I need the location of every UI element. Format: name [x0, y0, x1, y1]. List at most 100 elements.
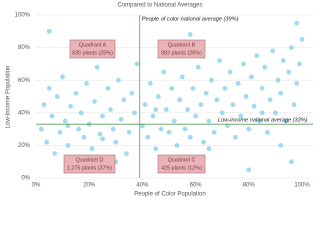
y-tick-label: 20% [18, 143, 31, 149]
quadrant-title: Quadrant B [168, 42, 196, 48]
point [132, 110, 137, 116]
point [174, 143, 180, 148]
point [257, 118, 262, 124]
point [62, 118, 68, 124]
point [134, 61, 140, 67]
point [203, 90, 209, 96]
point [60, 74, 65, 80]
point [108, 107, 113, 112]
point [217, 58, 222, 64]
point [57, 129, 63, 135]
point [105, 85, 111, 91]
point [116, 77, 121, 83]
point [150, 113, 156, 119]
point [100, 136, 105, 142]
point [209, 77, 214, 83]
point [38, 126, 44, 132]
point [278, 143, 284, 148]
x-axis-label: People of Color Population [134, 192, 205, 198]
point [251, 103, 257, 109]
x-tick-label: 100% [294, 183, 310, 189]
point [246, 126, 252, 132]
point [278, 90, 284, 96]
point [270, 48, 276, 54]
point [49, 113, 55, 119]
point [259, 110, 265, 116]
point [185, 107, 191, 112]
point [294, 81, 300, 86]
point [280, 58, 286, 64]
point [259, 85, 265, 91]
point [187, 32, 193, 37]
point [206, 118, 212, 124]
point [73, 90, 79, 96]
y-tick-label: 60% [18, 78, 31, 84]
point [140, 123, 145, 129]
point [235, 81, 241, 86]
point [163, 107, 169, 112]
point [222, 85, 228, 91]
point [46, 28, 52, 34]
point [299, 37, 305, 42]
quadrant-title: Quadrant C [168, 157, 196, 163]
quadrant-box [157, 39, 206, 59]
point [246, 167, 252, 173]
point [84, 81, 89, 86]
point [124, 151, 129, 156]
point [243, 94, 249, 99]
point [267, 97, 273, 103]
quadrant-title: Quadrant D [76, 157, 104, 163]
point [65, 143, 71, 148]
point [118, 116, 124, 122]
point [238, 113, 244, 119]
y-tick-label: 80% [18, 45, 31, 51]
point [126, 129, 132, 135]
point [273, 110, 278, 116]
point [100, 113, 105, 119]
point [211, 129, 217, 135]
point [288, 159, 294, 165]
point [291, 102, 297, 108]
point [142, 102, 148, 108]
point [230, 102, 236, 108]
point [233, 134, 238, 140]
point [121, 97, 127, 103]
point [78, 110, 84, 116]
point [254, 53, 260, 59]
y-tick-label: 100% [15, 13, 31, 19]
x-tick-label: 40% [136, 183, 149, 189]
point [201, 139, 206, 145]
chart-title: Compared to National Averages [118, 3, 203, 9]
chart: Compared to National Averages People of … [6, 3, 313, 198]
quadrant-box [69, 39, 116, 59]
quadrant-text: 1,275 plants (37%) [67, 165, 112, 171]
point [187, 134, 193, 140]
quadrant-box [157, 154, 206, 174]
point [179, 74, 185, 80]
quadrant-title: Quadrant A [79, 42, 107, 48]
point [145, 134, 151, 140]
point [227, 69, 233, 75]
point [166, 129, 172, 135]
reference-label: People of color national average (39%) [142, 16, 239, 22]
point [52, 151, 58, 156]
point [158, 126, 164, 132]
point [97, 131, 103, 137]
point [113, 139, 119, 145]
quadrant-text: 425 plants (12%) [161, 165, 202, 171]
point [81, 134, 87, 140]
point [241, 61, 246, 67]
point [275, 77, 281, 83]
point [296, 61, 302, 67]
quadrant-box [63, 154, 116, 174]
x-tick-label: 80% [243, 183, 256, 189]
point [214, 97, 220, 103]
point [161, 69, 167, 75]
point [171, 118, 177, 124]
point [68, 103, 73, 109]
point [54, 94, 60, 99]
point [92, 98, 97, 104]
point [76, 126, 81, 132]
point [198, 102, 204, 108]
point [89, 146, 95, 152]
